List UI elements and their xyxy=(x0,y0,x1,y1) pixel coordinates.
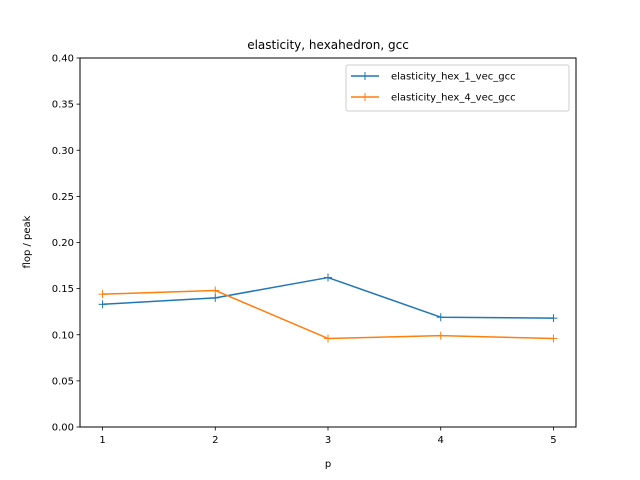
data-point xyxy=(98,300,107,309)
series-2 xyxy=(98,286,558,343)
legend-entry: elasticity_hex_4_vec_gcc xyxy=(351,93,516,104)
data-point xyxy=(211,286,220,295)
data-point xyxy=(324,334,332,343)
series-layer xyxy=(98,273,558,343)
x-tick-label: 1 xyxy=(99,435,105,446)
legend-label: elasticity_hex_4_vec_gcc xyxy=(391,93,516,104)
y-tick-label: 0.20 xyxy=(52,238,74,249)
data-point xyxy=(436,313,445,322)
data-point xyxy=(324,273,332,282)
y-tick-label: 0.10 xyxy=(52,330,74,341)
legend-entry: elasticity_hex_1_vec_gcc xyxy=(351,72,516,83)
legend: elasticity_hex_1_vec_gcc elasticity_hex_4… xyxy=(345,64,570,112)
data-point xyxy=(549,334,558,343)
y-tick-label: 0.30 xyxy=(52,146,74,157)
y-axis: 0.00 0.05 0.10 0.15 0.20 0.25 0.30 0.35 0.40 xyxy=(52,54,80,434)
data-point xyxy=(436,331,445,340)
data-point xyxy=(98,290,107,299)
legend-box xyxy=(345,64,570,112)
x-tick-label: 3 xyxy=(325,435,331,446)
y-tick-label: 0.35 xyxy=(52,100,74,111)
y-axis-title: flop / peak xyxy=(22,215,33,268)
series-1 xyxy=(98,273,558,323)
y-tick-label: 0.05 xyxy=(52,376,74,387)
x-tick-label: 2 xyxy=(212,435,218,446)
y-tick-label: 0.15 xyxy=(52,284,74,295)
data-point xyxy=(211,293,220,302)
x-axis: 1 2 3 4 5 xyxy=(99,427,557,446)
y-tick-label: 0.25 xyxy=(52,192,74,203)
plot-area xyxy=(79,57,577,428)
y-tick-label: 0.40 xyxy=(52,54,74,65)
chart-title: elasticity, hexahedron, gcc xyxy=(247,38,409,52)
x-tick-label: 5 xyxy=(550,435,556,446)
x-axis-title: p xyxy=(325,459,331,470)
y-tick-label: 0.00 xyxy=(52,423,74,434)
legend-label: elasticity_hex_1_vec_gcc xyxy=(391,72,516,83)
data-point xyxy=(549,314,558,323)
x-tick-label: 4 xyxy=(438,435,444,446)
